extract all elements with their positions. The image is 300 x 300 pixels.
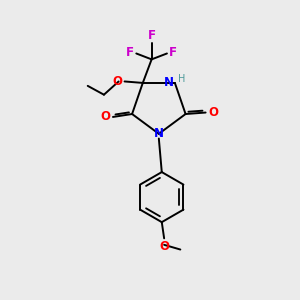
Text: O: O — [100, 110, 111, 124]
Text: F: F — [148, 29, 156, 42]
Text: H: H — [178, 74, 186, 84]
Text: N: N — [164, 76, 173, 89]
Text: O: O — [208, 106, 218, 119]
Text: O: O — [113, 75, 123, 88]
Text: F: F — [169, 46, 177, 59]
Text: F: F — [126, 46, 134, 59]
Text: N: N — [154, 127, 164, 140]
Text: O: O — [159, 240, 169, 253]
